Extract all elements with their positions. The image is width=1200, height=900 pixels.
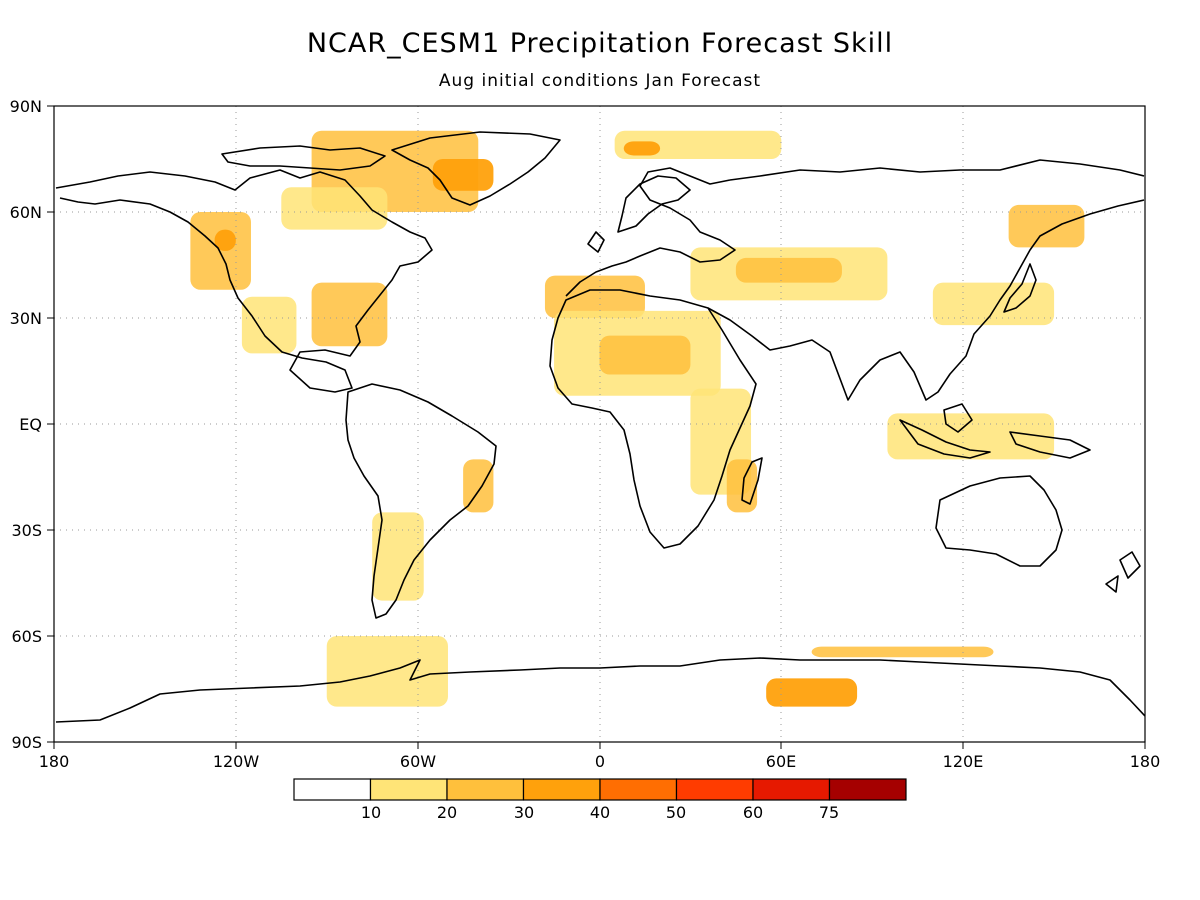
skill-region xyxy=(726,459,758,513)
colorbar-swatch xyxy=(293,778,372,801)
lon-label-120w: 120W xyxy=(213,752,260,771)
skill-region xyxy=(311,282,388,347)
colorbar-swatch xyxy=(828,778,907,801)
skill-region xyxy=(766,678,858,707)
coast-south-america xyxy=(345,383,497,619)
colorbar-swatch xyxy=(446,778,525,801)
lat-label-30s: 30S xyxy=(11,521,42,540)
coast-asia xyxy=(707,159,1145,401)
coast-antarctica xyxy=(55,657,1146,723)
coast-new-zealand xyxy=(1105,551,1141,593)
colorbar-label: 50 xyxy=(666,803,686,822)
skill-region xyxy=(190,212,251,290)
skill-region xyxy=(735,257,842,283)
lat-label-eq: EQ xyxy=(19,415,42,434)
coast-japan xyxy=(1003,263,1037,313)
colorbar-label: 60 xyxy=(743,803,763,822)
skill-region xyxy=(623,141,661,156)
coast-europe xyxy=(565,167,736,297)
longitude-labels: 180 120W 60W 0 60E 120E 180 xyxy=(39,752,1161,771)
colorbar-swatch xyxy=(675,778,754,801)
colorbar-label: 20 xyxy=(437,803,457,822)
colorbar: 10 20 30 40 50 60 75 xyxy=(293,778,907,822)
colorbar-labels: 10 20 30 40 50 60 75 xyxy=(361,803,839,822)
lon-label-60w: 60W xyxy=(400,752,436,771)
tick-marks xyxy=(47,105,1146,749)
lon-label-0: 0 xyxy=(595,752,605,771)
map-plot-area xyxy=(47,105,1146,749)
colorbar-swatch xyxy=(369,778,448,801)
skill-region xyxy=(241,296,297,354)
map-title: NCAR_CESM1 Precipitation Forecast Skill xyxy=(307,28,893,59)
coast-madagascar xyxy=(741,457,763,505)
lat-label-90n: 90N xyxy=(10,97,42,116)
map-subtitle: Aug initial conditions Jan Forecast xyxy=(439,71,761,91)
lon-label-180w: 180 xyxy=(39,752,70,771)
skill-region xyxy=(432,159,494,191)
graticule xyxy=(54,106,1145,742)
latitude-labels: 90N 60N 30N EQ 30S 60S 90S xyxy=(10,97,42,752)
skill-region xyxy=(811,646,994,658)
skill-shading-layer xyxy=(190,130,1085,707)
skill-region xyxy=(599,335,691,375)
skill-region xyxy=(214,229,236,251)
skill-region xyxy=(544,275,645,318)
colorbar-label: 30 xyxy=(514,803,534,822)
skill-region xyxy=(932,282,1055,326)
coast-africa xyxy=(549,289,757,549)
coast-scandinavia xyxy=(587,175,691,253)
lon-label-180e: 180 xyxy=(1130,752,1161,771)
lat-label-30n: 30N xyxy=(10,309,42,328)
lon-label-120e: 120E xyxy=(943,752,984,771)
lat-label-90s: 90S xyxy=(11,733,42,752)
coast-north-america xyxy=(55,169,433,393)
skill-region xyxy=(463,459,494,513)
colorbar-swatch xyxy=(599,778,678,801)
colorbar-swatches xyxy=(293,778,907,801)
colorbar-label: 40 xyxy=(590,803,610,822)
coastlines xyxy=(55,131,1146,723)
colorbar-swatch xyxy=(752,778,831,801)
lat-label-60s: 60S xyxy=(11,627,42,646)
colorbar-label: 10 xyxy=(361,803,381,822)
lon-label-60e: 60E xyxy=(766,752,796,771)
colorbar-label: 75 xyxy=(819,803,839,822)
coast-australia xyxy=(935,475,1063,567)
lat-label-60n: 60N xyxy=(10,203,42,222)
coast-maritime-continent xyxy=(899,403,1091,459)
skill-region xyxy=(372,512,424,601)
skill-region xyxy=(1008,204,1085,248)
colorbar-swatch xyxy=(522,778,601,801)
coast-greenland xyxy=(391,131,561,206)
coast-arctic-islands xyxy=(221,145,386,171)
